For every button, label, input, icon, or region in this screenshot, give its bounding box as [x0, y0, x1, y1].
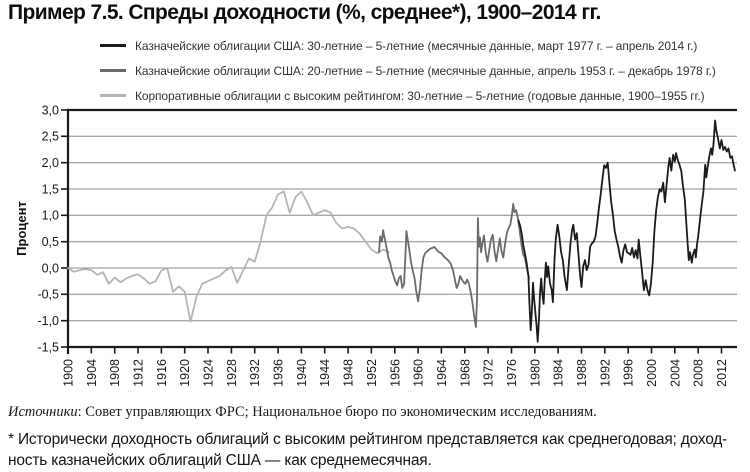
- legend-label: Казначейские облигации США: 30-летние – …: [135, 38, 698, 53]
- y-axis-title: Процент: [14, 201, 29, 256]
- y-tick-label: -1,5: [37, 340, 59, 354]
- legend-row: Казначейские облигации США: 20-летние – …: [100, 58, 716, 83]
- x-tick-label: 2000: [645, 359, 659, 387]
- x-tick-label: 1952: [365, 359, 379, 387]
- x-tick-label: 1964: [435, 359, 449, 387]
- y-tick-label: 2,0: [42, 156, 59, 170]
- x-tick-label: 1992: [598, 359, 612, 387]
- y-tick-label: 0,5: [42, 235, 59, 249]
- x-tick-label: 1984: [552, 359, 566, 387]
- x-tick-label: 1996: [622, 359, 636, 387]
- page-title: Пример 7.5. Спреды доходности (%, средне…: [8, 1, 601, 24]
- y-tick-label: 1,0: [42, 209, 59, 223]
- footnote-line-1: * Исторически доходность облигаций с выс…: [8, 431, 728, 448]
- y-tick-label: 0,0: [42, 261, 59, 275]
- series-line-treasury-20y-5y: [378, 202, 530, 328]
- source-prefix: Источники: [8, 404, 78, 420]
- x-tick-label: 2004: [668, 359, 682, 387]
- x-tick-label: 1916: [155, 359, 169, 387]
- x-tick-label: 1972: [482, 359, 496, 387]
- legend: Казначейские облигации США: 30-летние – …: [100, 33, 716, 108]
- series-line-corporate-30y-5y: [67, 190, 390, 323]
- legend-swatch-corporate-30y-5y-line: [100, 94, 126, 97]
- x-tick-label: 2012: [715, 359, 729, 387]
- x-tick-label: 1968: [458, 359, 472, 387]
- x-tick-label: 1908: [108, 359, 122, 387]
- x-tick-label: 1948: [342, 359, 356, 387]
- x-tick-label: 2008: [692, 359, 706, 387]
- x-tick-label: 1980: [528, 359, 542, 387]
- x-tick-label: 1912: [132, 359, 146, 387]
- y-tick-label: 1,5: [42, 182, 59, 196]
- x-tick-label: 1940: [295, 359, 309, 387]
- series-line-treasury-30y-5y: [517, 119, 736, 343]
- legend-swatch-treasury-20y-5y-line: [100, 69, 126, 72]
- x-tick-label: 1988: [575, 359, 589, 387]
- x-tick-label: 1928: [225, 359, 239, 387]
- legend-label: Казначейские облигации США: 20-летние – …: [135, 63, 716, 78]
- footnote: * Исторически доходность облигаций с выс…: [8, 429, 748, 471]
- y-tick-label: -0,5: [37, 288, 59, 302]
- footnote-line-2: ность казначейских облигаций США — как с…: [8, 452, 432, 469]
- x-tick-label: 1944: [318, 359, 332, 387]
- x-tick-label: 1904: [85, 359, 99, 387]
- legend-row: Корпоративные облигации с высоким рейтин…: [100, 83, 716, 108]
- x-tick-label: 1960: [412, 359, 426, 387]
- legend-row: Казначейские облигации США: 30-летние – …: [100, 33, 716, 58]
- x-tick-label: 1900: [62, 359, 76, 387]
- y-tick-label: 2,5: [42, 130, 59, 144]
- y-tick-label: 3,0: [42, 103, 59, 117]
- source-text: : Совет управляющих ФРС; Национальное бю…: [77, 404, 597, 420]
- source-note: Источники: Совет управляющих ФРС; Национ…: [8, 404, 597, 421]
- legend-label: Корпоративные облигации с высоким рейтин…: [135, 88, 705, 103]
- x-tick-label: 1932: [248, 359, 262, 387]
- x-tick-label: 1920: [178, 359, 192, 387]
- x-tick-label: 1956: [388, 359, 402, 387]
- x-tick-label: 1936: [272, 359, 286, 387]
- legend-swatch-treasury-30y-5y-line: [100, 44, 126, 47]
- x-tick-label: 1976: [505, 359, 519, 387]
- y-tick-label: -1,0: [37, 314, 59, 328]
- x-tick-label: 1924: [202, 359, 216, 387]
